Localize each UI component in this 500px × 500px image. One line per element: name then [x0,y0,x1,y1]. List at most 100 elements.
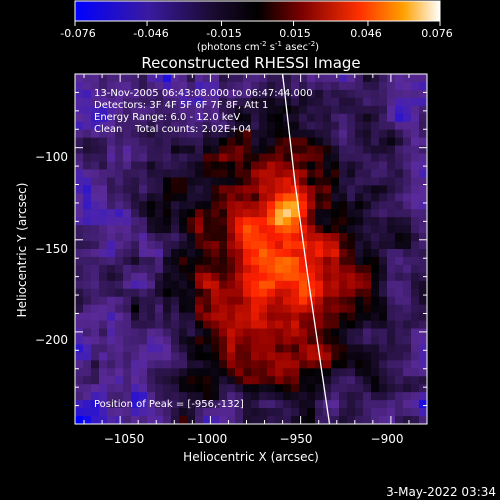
heatmap-cell [243,185,252,194]
heatmap-cell [363,328,372,338]
heatmap-cell [355,304,364,314]
heatmap-cell [275,201,284,210]
heatmap-cell [147,201,156,210]
heatmap-cell [379,161,388,171]
heatmap-cell [371,344,380,353]
heatmap-cell [187,288,196,298]
heatmap-cell [267,296,276,306]
heatmap-cell [195,304,204,314]
heatmap-cell [307,288,316,298]
heatmap-cell [379,360,388,369]
heatmap-cell [235,392,244,401]
heatmap-cell [155,376,164,385]
heatmap-cell [163,256,172,266]
heatmap-cell [291,392,300,401]
heatmap-cell [91,121,100,131]
heatmap-cell [379,105,388,115]
heatmap-cell [259,352,268,361]
heatmap-cell [347,400,356,409]
heatmap-cell [307,241,316,250]
heatmap-cell [147,209,156,218]
heatmap-cell [75,376,84,385]
heatmap-cell [83,74,92,83]
heatmap-cell [267,272,276,282]
heatmap-cell [75,105,84,115]
heatmap-cell [411,288,420,298]
heatmap-cell [419,392,427,401]
heatmap-cell [267,201,276,210]
heatmap-cell [403,368,412,377]
heatmap-cell [227,256,236,266]
heatmap-cell [315,312,324,322]
heatmap-cell [115,400,124,409]
heatmap-cell [411,145,420,155]
heatmap-cell [179,74,188,83]
heatmap-cell [227,161,236,171]
heatmap-cell [315,153,324,163]
heatmap-cell [403,249,412,258]
heatmap-cell [155,336,164,346]
heatmap-cell [275,225,284,234]
heatmap-cell [187,408,196,417]
heatmap-cell [419,416,427,424]
heatmap-cell [323,169,332,178]
heatmap-cell [259,217,268,226]
heatmap-cell [99,225,108,234]
heatmap-cell [275,256,284,266]
heatmap-cell [291,129,300,139]
heatmap-cell [91,400,100,409]
heatmap-cell [355,121,364,131]
heatmap-cell [147,320,156,330]
heatmap-cell [299,280,308,290]
heatmap-cell [83,225,92,234]
heatmap-cell [75,121,84,131]
heatmap-cell [251,376,260,385]
heatmap-cell [371,113,380,123]
heatmap-cell [387,201,396,210]
x-tick-label: −900 [371,432,404,446]
heatmap-cell [227,249,236,258]
heatmap-cell [411,384,420,393]
heatmap-cell [107,97,116,107]
heatmap-cell [307,249,316,258]
heatmap-cell [83,113,92,123]
heatmap-cell [395,129,404,139]
heatmap-cell [219,105,228,115]
heatmap-cell [259,129,268,139]
heatmap-cell [403,201,412,210]
heatmap-cell [83,376,92,385]
heatmap-cell [395,280,404,290]
heatmap-cell [203,288,212,298]
heatmap-cell [227,241,236,250]
heatmap-cell [235,352,244,361]
heatmap-cell [219,256,228,266]
heatmap-cell [251,145,260,155]
heatmap-cell [131,288,140,298]
heatmap-cell [91,408,100,417]
heatmap-cell [171,376,180,385]
heatmap-cell [163,408,172,417]
heatmap-cell [131,344,140,353]
heatmap-cell [83,81,92,91]
heatmap-cell [195,145,204,155]
heatmap-cell [107,161,116,171]
heatmap-cell [195,272,204,282]
heatmap-cell [123,320,132,330]
heatmap-cell [123,296,132,306]
solar-limb-line [281,74,331,424]
heatmap-cell [259,241,268,250]
heatmap-cell [139,74,148,83]
heatmap-cell [115,336,124,346]
heatmap-cell [179,264,188,274]
heatmap-cell [171,113,180,123]
heatmap-cell [219,264,228,274]
heatmap-cell [395,209,404,218]
heatmap-cell [163,105,172,115]
heatmap-cell [107,209,116,218]
heatmap-cell [387,185,396,194]
heatmap-cell [331,193,340,202]
heatmap-cell [331,376,340,385]
heatmap-cell [163,304,172,314]
heatmap-cell [235,288,244,298]
heatmap-cell [107,81,116,91]
